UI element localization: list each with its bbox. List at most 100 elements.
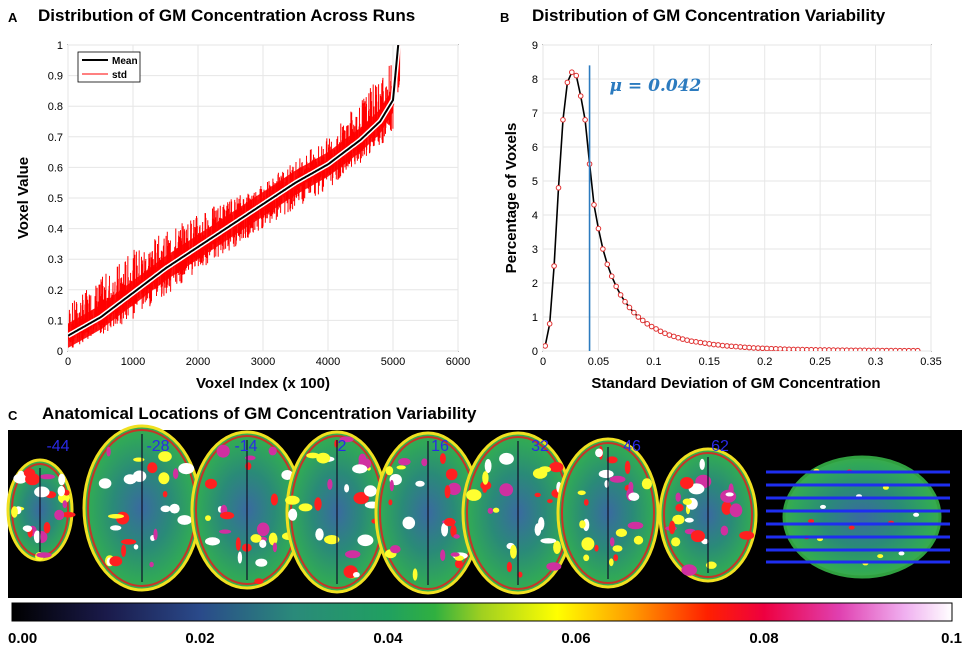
panel-a-xtick-label: 6000 (446, 356, 470, 368)
variability-hotspot (178, 463, 195, 475)
variability-hotspot (364, 485, 377, 497)
variability-hotspot (898, 551, 905, 556)
variability-hotspot (484, 459, 492, 473)
variability-hotspot (641, 478, 653, 490)
slice-label: 16 (431, 438, 449, 455)
variability-hotspot (173, 468, 179, 480)
panel-a-ytick-label: 0.4 (48, 224, 63, 236)
variability-hotspot (272, 542, 277, 553)
variability-hotspot (324, 535, 340, 545)
panel-b-xtick-label: 0.1 (646, 356, 661, 368)
panel-a-ytick-label: 0.6 (48, 162, 63, 174)
variability-hotspot (235, 537, 241, 551)
panel-b-letter: B (500, 10, 510, 25)
colorbar-tick-label: 0.1 (941, 630, 962, 647)
distribution-point (790, 346, 797, 351)
distribution-point (631, 309, 637, 316)
variability-hotspot (237, 551, 243, 564)
distribution-point (569, 69, 575, 75)
panel-c-title: Anatomical Locations of GM Concentration… (42, 404, 477, 423)
distribution-point (639, 317, 646, 324)
variability-hotspot (609, 475, 626, 483)
variability-hotspot (675, 492, 681, 502)
distribution-point (773, 345, 779, 351)
variability-hotspot (680, 477, 694, 489)
colorbar-tick-label: 0.08 (749, 630, 778, 647)
panel-a-ytick-label: 0 (57, 346, 63, 358)
variability-hotspot (739, 531, 755, 540)
variability-hotspot (882, 485, 889, 490)
distribution-point (728, 343, 735, 350)
slice-label: 32 (531, 438, 549, 455)
distribution-point (546, 321, 553, 327)
variability-hotspot (390, 545, 401, 554)
variability-hotspot (220, 511, 235, 520)
distribution-point (551, 263, 557, 269)
panel-b-xtick-label: 0 (540, 356, 546, 368)
legend-std-label: std (112, 70, 127, 81)
panel-a-ytick-label: 1 (57, 40, 63, 52)
variability-hotspot (62, 500, 68, 509)
panel-a-legend: Mean std (77, 51, 141, 83)
legend-mean-label: Mean (112, 56, 138, 67)
variability-hotspot (450, 552, 460, 557)
std-band (68, 45, 399, 348)
variability-hotspot (421, 458, 428, 467)
mean-series-line (68, 45, 400, 337)
panel-a-ytick-label: 0.1 (48, 315, 63, 327)
panel-b-ytick-label: 3 (532, 244, 538, 256)
panel-b-xtick-label: 0.35 (920, 356, 941, 368)
variability-hotspot (43, 522, 51, 534)
panel-a-ytick-label: 0.8 (48, 101, 63, 113)
distribution-point (715, 342, 721, 348)
distribution-point (702, 340, 708, 346)
distribution-point (883, 347, 890, 351)
variability-hotspot (581, 537, 595, 551)
panel-b-ytick-label: 6 (532, 142, 538, 154)
variability-hotspot (398, 458, 411, 466)
variability-hotspot (440, 549, 446, 562)
panel-a-xtick-label: 0 (65, 356, 71, 368)
brain-slice (82, 424, 202, 592)
variability-hotspot (106, 446, 111, 457)
variability-hotspot (482, 486, 488, 493)
colorbar: 0.00 0.02 0.04 0.06 0.08 0.1 (8, 602, 962, 647)
distribution-point (724, 343, 730, 349)
variability-hotspot (288, 508, 298, 521)
variability-hotspot (205, 515, 211, 521)
variability-hotspot (344, 484, 350, 493)
panel-b-title: Distribution of GM Concentration Variabi… (532, 6, 886, 25)
distribution-point (830, 347, 837, 351)
colorbar-tick-label: 0.02 (185, 630, 214, 647)
variability-hotspot (352, 464, 368, 474)
distribution-point (768, 345, 775, 351)
panel-a-ylabel: Voxel Value (15, 157, 32, 239)
variability-hotspot (24, 526, 32, 532)
variability-hotspot (255, 558, 268, 567)
variability-hotspot (681, 564, 697, 576)
variability-hotspot (684, 517, 694, 523)
distribution-point (710, 341, 717, 348)
variability-hotspot (98, 478, 112, 489)
brain-slice (556, 437, 660, 589)
variability-hotspot (444, 517, 456, 527)
variability-hotspot (609, 537, 615, 547)
brain-slice (658, 447, 758, 583)
variability-hotspot (250, 534, 262, 543)
slice-cortex-rim (663, 452, 753, 578)
variability-hotspot (61, 511, 76, 518)
variability-hotspot (729, 503, 743, 518)
variability-hotspot (353, 572, 360, 578)
panel-b-ytick-label: 0 (532, 346, 538, 358)
variability-hotspot (720, 525, 729, 536)
variability-hotspot (36, 552, 52, 558)
variability-hotspot (539, 466, 551, 473)
panel-b-xtick-label: 0.05 (588, 356, 609, 368)
panel-b-ytick-label: 9 (532, 40, 538, 52)
panel-b-ytick-label: 5 (532, 176, 538, 188)
variability-hotspot (690, 530, 706, 543)
slice-label: 46 (623, 438, 641, 455)
sagittal-view (766, 455, 950, 579)
distribution-point (653, 326, 659, 332)
variability-hotspot (612, 545, 623, 552)
